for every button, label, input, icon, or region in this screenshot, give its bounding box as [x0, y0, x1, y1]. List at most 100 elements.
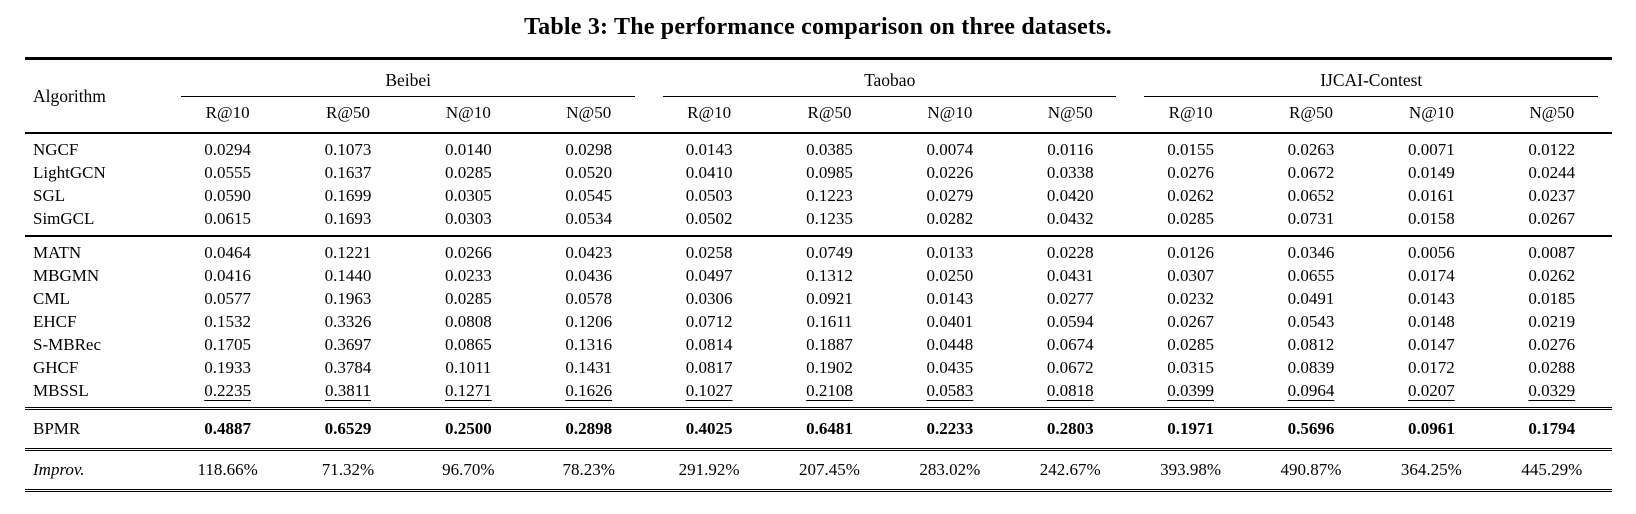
- metric-value: 0.0839: [1287, 358, 1335, 377]
- metric-value: 0.0416: [204, 266, 251, 285]
- metric-value: 0.1027: [685, 381, 733, 400]
- metric-value: 0.1887: [806, 335, 853, 354]
- metric-value: 0.1206: [565, 312, 613, 331]
- metric-value: 0.0285: [1167, 209, 1215, 228]
- metric-value: 0.1902: [806, 358, 853, 377]
- metric-value: 291.92%: [648, 448, 770, 492]
- metric-value: 0.0147: [1408, 335, 1455, 354]
- metric-value: 0.0985: [806, 163, 853, 182]
- metric-value: 0.0122: [1528, 140, 1576, 159]
- metric-header-row: R@10 R@50 N@10 N@50 R@10 R@50 N@10 N@50 …: [25, 97, 1612, 134]
- metric-value: 0.0133: [889, 235, 1011, 265]
- metric-value: 0.3326: [324, 312, 372, 331]
- section-gnn-baselines: NGCF 0.0294 0.1073 0.0140 0.0298 0.0143 0.0385…: [25, 133, 1612, 236]
- metric-value: 0.0921: [806, 289, 853, 308]
- metric-value: 0.0420: [1046, 186, 1094, 205]
- metric-value: 0.1271: [445, 381, 492, 400]
- table-row: NGCF 0.0294 0.1073 0.0140 0.0298 0.0143 0.0385…: [25, 133, 1612, 162]
- metric-value: 0.1705: [204, 335, 251, 354]
- table-row: SGL 0.0590 0.1699 0.0305 0.0545 0.0503 0.1223 0…: [25, 185, 1612, 208]
- metric-value: 0.0172: [1408, 358, 1455, 377]
- metric-value: 0.0315: [1167, 358, 1215, 377]
- metric-value: 0.0520: [565, 163, 613, 182]
- metric-value: 0.1223: [806, 186, 853, 205]
- metric-value: 0.0306: [685, 289, 733, 308]
- dataset-label: Taobao: [662, 69, 1117, 97]
- table-row: MBSSL 0.2235 0.3811 0.1271 0.1626 0.1027 0.210…: [25, 380, 1612, 409]
- metric-value: 0.0303: [445, 209, 492, 228]
- metric-value: 0.0276: [1528, 335, 1576, 354]
- metric-value: 0.1431: [565, 358, 613, 377]
- metric-value: 0.0590: [204, 186, 251, 205]
- table-caption: Table 3: The performance comparison on t…: [524, 14, 1112, 40]
- metric-value: 0.2108: [806, 381, 853, 400]
- algorithm-column-header: Algorithm: [25, 57, 168, 134]
- metric-value: 0.0276: [1167, 163, 1215, 182]
- metric-value: 0.0431: [1046, 266, 1094, 285]
- metric-value: 0.0244: [1528, 163, 1576, 182]
- metric-value: 0.0056: [1371, 235, 1492, 265]
- metric-value: 0.0346: [1250, 235, 1372, 265]
- metric-header: N@50: [1010, 97, 1131, 134]
- metric-value: 0.3697: [324, 335, 372, 354]
- metric-value: 0.0140: [445, 140, 492, 159]
- algorithm-label: Improv.: [25, 448, 168, 492]
- metric-value: 0.0071: [1408, 140, 1455, 159]
- metric-value: 0.0423: [528, 235, 649, 265]
- table-row: LightGCN 0.0555 0.1637 0.0285 0.0520 0.0410 0.…: [25, 162, 1612, 185]
- metric-value: 0.0814: [685, 335, 733, 354]
- metric-value: 0.0148: [1408, 312, 1455, 331]
- metric-value: 0.0155: [1167, 140, 1215, 159]
- section-proposed-model: BPMR 0.4887 0.6529 0.2500 0.2898 0.4025 0.6481…: [25, 407, 1612, 450]
- metric-value: 0.0233: [445, 266, 492, 285]
- metric-value: 0.0266: [408, 235, 529, 265]
- metric-value: 0.1611: [806, 312, 853, 331]
- metric-value: 0.0126: [1130, 235, 1251, 265]
- metric-value: 0.0207: [1408, 381, 1455, 400]
- metric-value: 0.0232: [1167, 289, 1215, 308]
- metric-header: N@50: [528, 97, 649, 134]
- metric-value: 207.45%: [769, 448, 890, 492]
- metric-value: 0.0410: [685, 163, 733, 182]
- metric-value: 0.0812: [1287, 335, 1335, 354]
- metric-value: 0.0288: [1528, 358, 1576, 377]
- metric-value: 0.0279: [926, 186, 974, 205]
- metric-value: 0.2500: [408, 407, 529, 450]
- performance-table: Algorithm Beibei Taobao IJCAI-Contest R@…: [25, 57, 1612, 492]
- table-row: BPMR 0.4887 0.6529 0.2500 0.2898 0.4025 0.6481…: [25, 407, 1612, 450]
- algorithm-label: SGL: [33, 186, 66, 205]
- algorithm-label: SimGCL: [33, 209, 95, 228]
- algorithm-label: MBSSL: [33, 381, 89, 400]
- table-row: GHCF 0.1933 0.3784 0.1011 0.1431 0.0817 0.1902…: [25, 357, 1612, 380]
- algorithm-label: GHCF: [33, 358, 79, 377]
- table-row: EHCF 0.1532 0.3326 0.0808 0.1206 0.0712 0.1611…: [25, 311, 1612, 334]
- metric-value: 0.0329: [1528, 381, 1576, 400]
- metric-value: 364.25%: [1371, 448, 1492, 492]
- metric-value: 0.0262: [1167, 186, 1215, 205]
- metric-value: 0.1316: [565, 335, 613, 354]
- metric-value: 0.2898: [528, 407, 649, 450]
- table-row: CML 0.0577 0.1963 0.0285 0.0578 0.0306 0.0921 0…: [25, 288, 1612, 311]
- metric-value: 0.0655: [1287, 266, 1335, 285]
- metric-value: 0.0502: [685, 209, 733, 228]
- metric-value: 0.0674: [1046, 335, 1094, 354]
- metric-value: 0.0808: [445, 312, 492, 331]
- metric-value: 0.0583: [926, 381, 974, 400]
- metric-value: 0.3811: [324, 381, 372, 400]
- metric-value: 0.0432: [1046, 209, 1094, 228]
- metric-value: 0.1699: [324, 186, 372, 205]
- metric-value: 283.02%: [889, 448, 1011, 492]
- metric-value: 0.0865: [445, 335, 492, 354]
- metric-value: 0.0305: [445, 186, 492, 205]
- table-header: Algorithm Beibei Taobao IJCAI-Contest R@…: [25, 57, 1612, 134]
- section-multibehavior-baselines: MATN 0.0464 0.1221 0.0266 0.0423 0.0258 0.0749…: [25, 235, 1612, 409]
- metric-header: R@10: [1130, 97, 1251, 134]
- metric-value: 0.2235: [204, 381, 251, 400]
- metric-value: 0.0672: [1046, 358, 1094, 377]
- metric-value: 0.0338: [1046, 163, 1094, 182]
- metric-value: 0.0149: [1408, 163, 1455, 182]
- table-row: MBGMN 0.0416 0.1440 0.0233 0.0436 0.0497 0.131…: [25, 265, 1612, 288]
- metric-value: 0.0174: [1408, 266, 1455, 285]
- metric-value: 0.1532: [204, 312, 251, 331]
- metric-value: 0.1440: [324, 266, 372, 285]
